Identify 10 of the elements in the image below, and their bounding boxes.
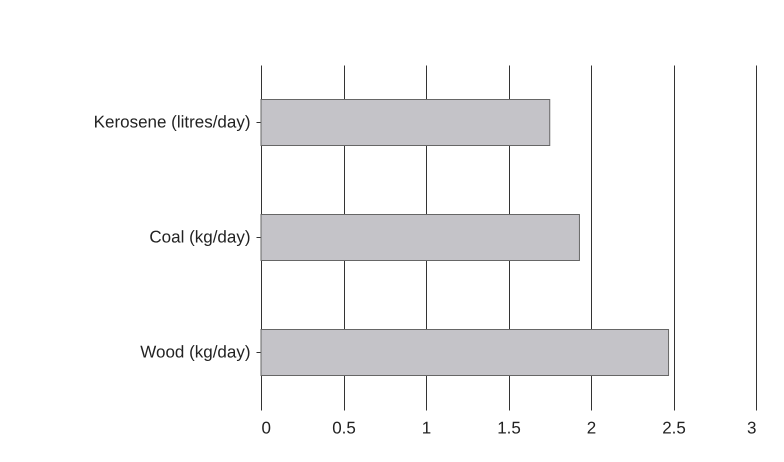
x-tick-label: 0 xyxy=(262,418,271,438)
x-tick-label: 2 xyxy=(586,418,596,438)
x-tick-label: 1 xyxy=(422,418,432,438)
x-tick-label: 1.5 xyxy=(497,418,521,438)
x-tick-label: 3 xyxy=(747,418,756,438)
y-tick-label: Coal (kg/day) xyxy=(149,228,250,246)
y-tick-label: Wood (kg/day) xyxy=(140,342,250,362)
x-tick-label: 2.5 xyxy=(662,418,686,438)
x-tick-label: 0.5 xyxy=(332,418,356,438)
y-tick-label: Kerosene (litres/day) xyxy=(94,112,250,132)
